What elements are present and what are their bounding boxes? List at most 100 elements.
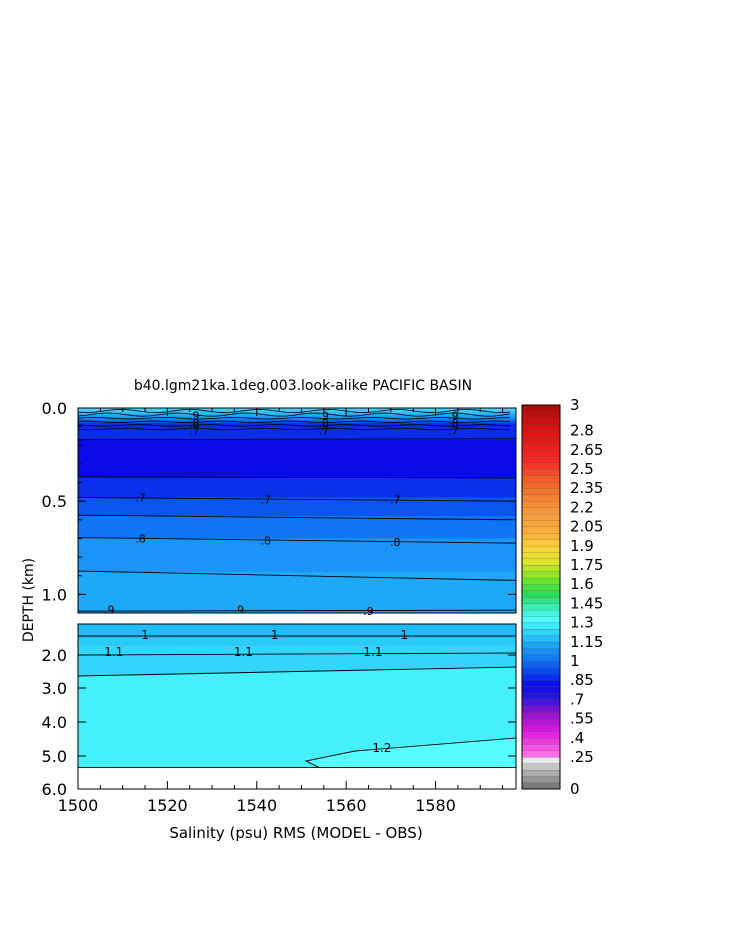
colorbar-tick-label: 1.15 xyxy=(570,633,603,651)
contour-label: 1 xyxy=(400,628,408,642)
colorbar-swatch xyxy=(521,705,561,713)
colorbar-frame xyxy=(521,404,561,790)
colorbar-swatch xyxy=(521,756,561,764)
contour-label: .9 xyxy=(234,603,245,616)
colorbar-swatch xyxy=(521,494,561,502)
contour-label: .7 xyxy=(189,424,200,437)
y-tick-label: 0.0 xyxy=(42,399,67,418)
contour-line xyxy=(77,514,517,521)
colorbar-tick-label: 2.65 xyxy=(570,441,603,459)
colorbar-swatch xyxy=(521,481,561,489)
contour-label: 1.1 xyxy=(104,645,123,659)
depth-band xyxy=(78,572,516,613)
colorbar-swatch xyxy=(521,404,561,412)
contour-label: .9 xyxy=(319,409,330,422)
colorbar-tick-label: 2.8 xyxy=(570,422,594,440)
contour-label: .8 xyxy=(319,417,330,430)
colorbar-tick-label: 1.45 xyxy=(570,594,603,612)
upper-panel: .9.8.7.9.8.7.9.8.7.7.7.7.8.8.8.9.9.9 xyxy=(77,407,517,618)
colorbar-swatch xyxy=(521,488,561,496)
surface-band xyxy=(78,408,516,411)
depth-band xyxy=(78,423,516,440)
colorbar-swatch xyxy=(521,526,561,534)
colorbar-swatch xyxy=(521,712,561,720)
x-tick-label: 1560 xyxy=(326,796,367,815)
contour-line xyxy=(77,652,517,656)
depth-band xyxy=(78,497,516,517)
contour-line xyxy=(77,666,517,677)
surface-contour xyxy=(77,412,511,417)
colorbar-swatch xyxy=(521,456,561,464)
surface-band xyxy=(78,419,516,422)
colorbar-tick-label: 1.9 xyxy=(570,537,594,555)
surface-contour xyxy=(77,420,511,424)
colorbar-swatch xyxy=(521,686,561,694)
colorbar-tick-label: 1.6 xyxy=(570,575,594,593)
colorbar-swatch xyxy=(521,468,561,476)
depth-band xyxy=(78,476,516,498)
colorbar-swatch xyxy=(521,680,561,688)
colorbar-tick-label: 2.5 xyxy=(570,460,594,478)
contour-label: .7 xyxy=(135,491,146,504)
colorbar-swatch xyxy=(521,424,561,432)
lower-panel-frame xyxy=(77,623,517,790)
x-tick-label: 1500 xyxy=(58,796,99,815)
colorbar-tick-label: 2.35 xyxy=(570,479,603,497)
colorbar-swatch xyxy=(521,744,561,752)
colorbar-swatch xyxy=(521,603,561,611)
surface-contour xyxy=(77,408,511,414)
contour-line xyxy=(77,570,517,581)
depth-band xyxy=(78,538,516,572)
colorbar-swatch xyxy=(521,539,561,547)
colorbar-swatch xyxy=(521,699,561,707)
colorbar-swatch xyxy=(521,513,561,521)
colorbar-swatch xyxy=(521,692,561,700)
surface-contour xyxy=(77,416,511,420)
contour-label: .7 xyxy=(390,493,401,506)
contour-label: 1.1 xyxy=(363,645,382,659)
colorbar-swatch xyxy=(521,475,561,483)
contour-label: .8 xyxy=(448,417,459,430)
colorbar-swatch xyxy=(521,558,561,566)
upper-panel-frame xyxy=(77,407,517,614)
colorbar-tick-label: 2.2 xyxy=(570,498,594,516)
colorbar-swatch xyxy=(521,769,561,777)
contour-line xyxy=(77,609,517,612)
y-axis: 0.0 0.5 1.0 2.0 3.0 4.0 5.0 6.0 xyxy=(42,399,516,799)
colorbar-swatch xyxy=(521,596,561,604)
colorbar-swatch xyxy=(521,616,561,624)
contour-label: .9 xyxy=(363,605,374,618)
contour-label: .9 xyxy=(448,409,459,422)
surface-band xyxy=(78,415,516,418)
colorbar-swatch xyxy=(521,609,561,617)
colorbar-tick-label: .25 xyxy=(570,748,594,766)
colorbar-tick-label: 1.3 xyxy=(570,614,594,632)
colorbar-swatch xyxy=(521,443,561,451)
y-tick-label: 2.0 xyxy=(42,646,67,665)
y-tick-label: 3.0 xyxy=(42,679,67,698)
colorbar-swatch xyxy=(521,462,561,470)
x-tick-label: 1520 xyxy=(147,796,188,815)
contour-label: .7 xyxy=(319,424,330,437)
colorbar-swatch xyxy=(521,449,561,457)
colorbar-tick-label: .85 xyxy=(570,671,594,689)
contour-label: .9 xyxy=(189,409,200,422)
colorbar-swatch xyxy=(521,436,561,444)
x-axis-label: Salinity (psu) RMS (MODEL - OBS) xyxy=(169,824,422,842)
colorbar-swatch xyxy=(521,776,561,784)
y-tick-label: 5.0 xyxy=(42,747,67,766)
contour-label: 1.2 xyxy=(372,741,391,755)
colorbar-tick-label: 1.75 xyxy=(570,556,603,574)
colorbar-tick-label: .7 xyxy=(570,690,584,708)
contour-label: .7 xyxy=(260,493,271,506)
colorbar-swatch xyxy=(521,718,561,726)
colorbar-tick-label: 3 xyxy=(570,396,580,414)
colorbar-swatch xyxy=(521,660,561,668)
colorbar-swatch xyxy=(521,430,561,438)
colorbar-swatch xyxy=(521,577,561,585)
surface-contour xyxy=(77,424,511,427)
x-tick-label: 1580 xyxy=(415,796,456,815)
depth-band xyxy=(78,667,516,768)
colorbar-swatch xyxy=(521,584,561,592)
